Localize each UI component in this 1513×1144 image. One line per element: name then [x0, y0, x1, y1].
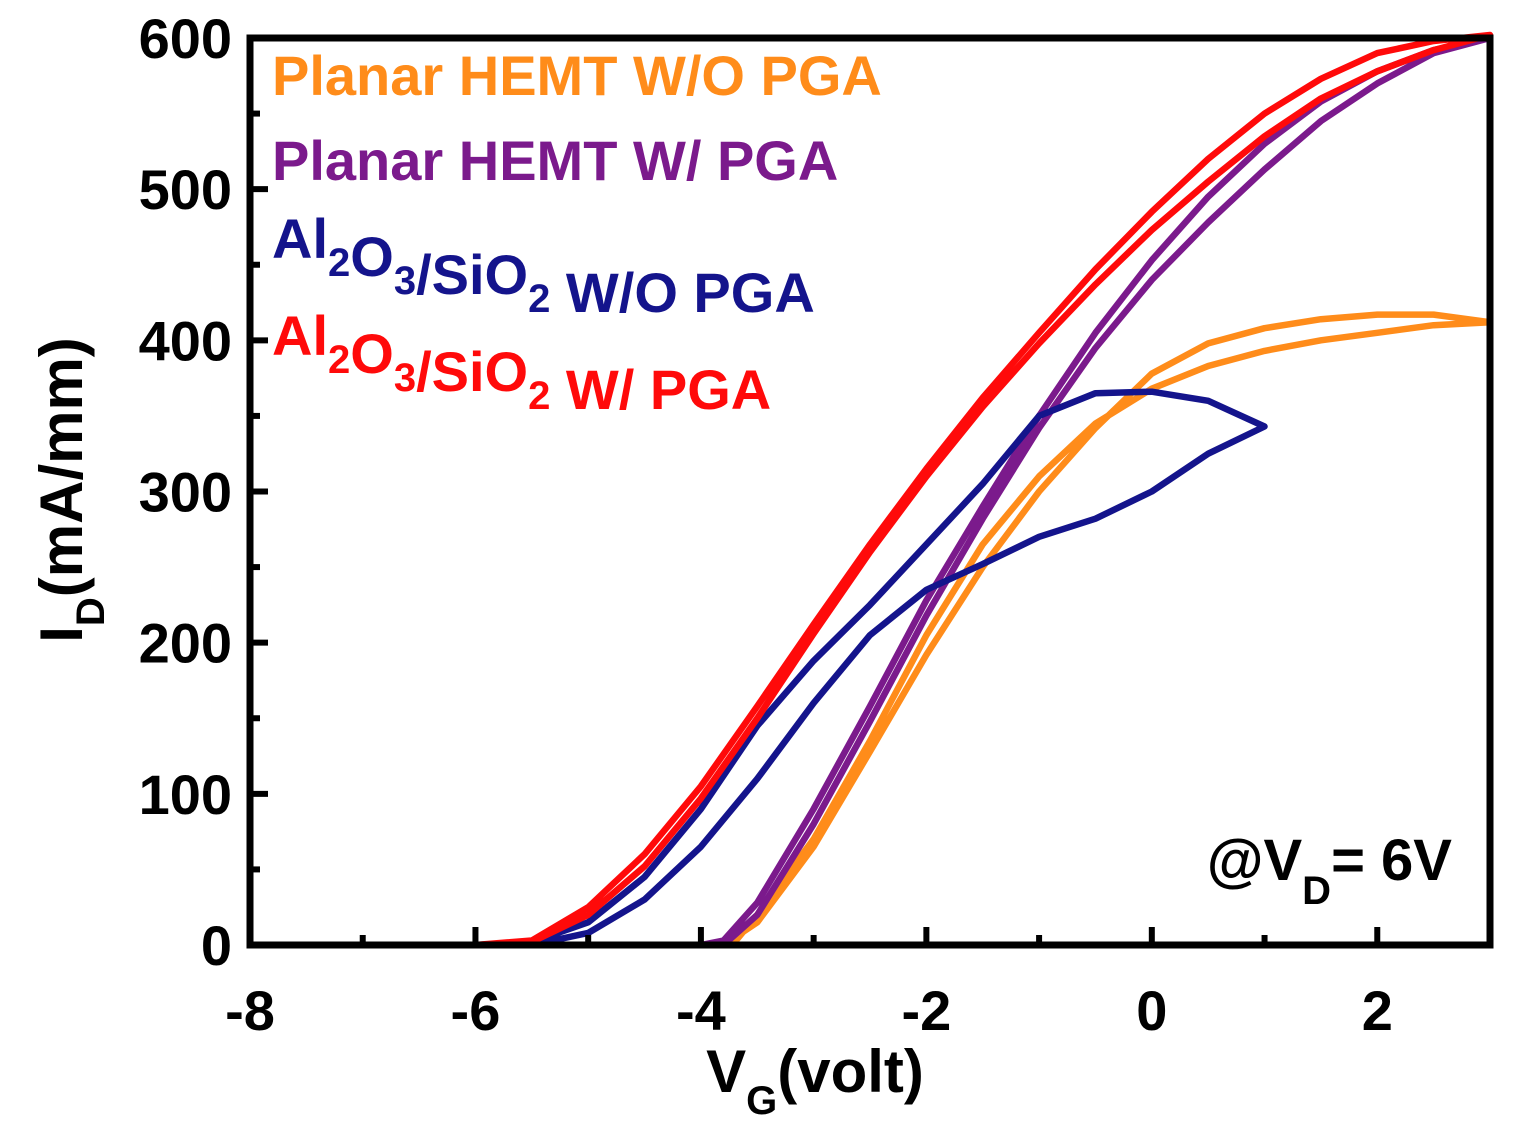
ticks-layer: -8 -6 -4 -2 0 2 0 100 200 300 400 500 600 [139, 7, 1493, 1042]
annotation-subscript: D [1302, 869, 1331, 913]
x-tick-label: 2 [1362, 979, 1393, 1042]
y-axis-label-text: I [28, 626, 95, 643]
legend-entry-0: Planar HEMT W/O PGA [272, 44, 882, 107]
axis-labels: VG(volt)ID(mA/mm)@VD= 6V [28, 337, 1452, 1123]
x-axis-label-subscript: G [746, 1079, 777, 1123]
legend-text: Planar HEMT W/ PGA [272, 129, 838, 192]
x-tick-label: 0 [1136, 979, 1167, 1042]
legend-text: O [350, 322, 394, 385]
legend-text: O [350, 225, 394, 288]
legend-subscript: 2 [528, 277, 550, 321]
y-tick-label: 0 [201, 914, 232, 977]
x-axis-label: VG(volt) [706, 1038, 924, 1123]
x-tick-label: -2 [901, 979, 951, 1042]
legend-entry-2: Al2O3/SiO2 W/O PGA [272, 207, 815, 324]
legend-text: /SiO [416, 340, 528, 403]
legend-subscript: 2 [328, 241, 350, 285]
x-axis-label-text: (volt) [777, 1038, 924, 1105]
legend-text: Planar HEMT W/O PGA [272, 44, 882, 107]
x-axis-label-text: V [706, 1038, 746, 1105]
legend-text: W/ PGA [550, 358, 771, 421]
y-tick-label: 300 [139, 461, 232, 524]
y-tick-label: 100 [139, 763, 232, 826]
legend-subscript: 2 [328, 338, 350, 382]
y-tick-label: 600 [139, 7, 232, 70]
annotation-text: = 6V [1331, 828, 1452, 893]
x-tick-label: -8 [225, 979, 275, 1042]
legend-subscript: 3 [394, 259, 416, 303]
legend-entry-3: Al2O3/SiO2 W/ PGA [272, 304, 771, 421]
legend-text: Al [272, 207, 328, 270]
series-line-2 [246, 388, 1268, 949]
y-axis-label-subscript: D [69, 597, 113, 626]
y-tick-label: 400 [139, 309, 232, 372]
condition-annotation: @VD= 6V [1207, 828, 1452, 913]
legend-subscript: 2 [528, 374, 550, 418]
legend-subscript: 3 [394, 356, 416, 400]
y-axis-label: ID(mA/mm) [28, 337, 113, 643]
x-tick-label: -6 [451, 979, 501, 1042]
legend-entry-1: Planar HEMT W/ PGA [272, 129, 838, 192]
x-tick-label: -4 [676, 979, 726, 1042]
legend-text: Al [272, 304, 328, 367]
y-tick-label: 500 [139, 158, 232, 221]
y-tick-label: 200 [139, 612, 232, 675]
legend-text: W/O PGA [550, 261, 814, 324]
legend-text: /SiO [416, 243, 528, 306]
y-axis-label-text: (mA/mm) [28, 337, 95, 597]
annotation-text: @V [1207, 828, 1303, 893]
